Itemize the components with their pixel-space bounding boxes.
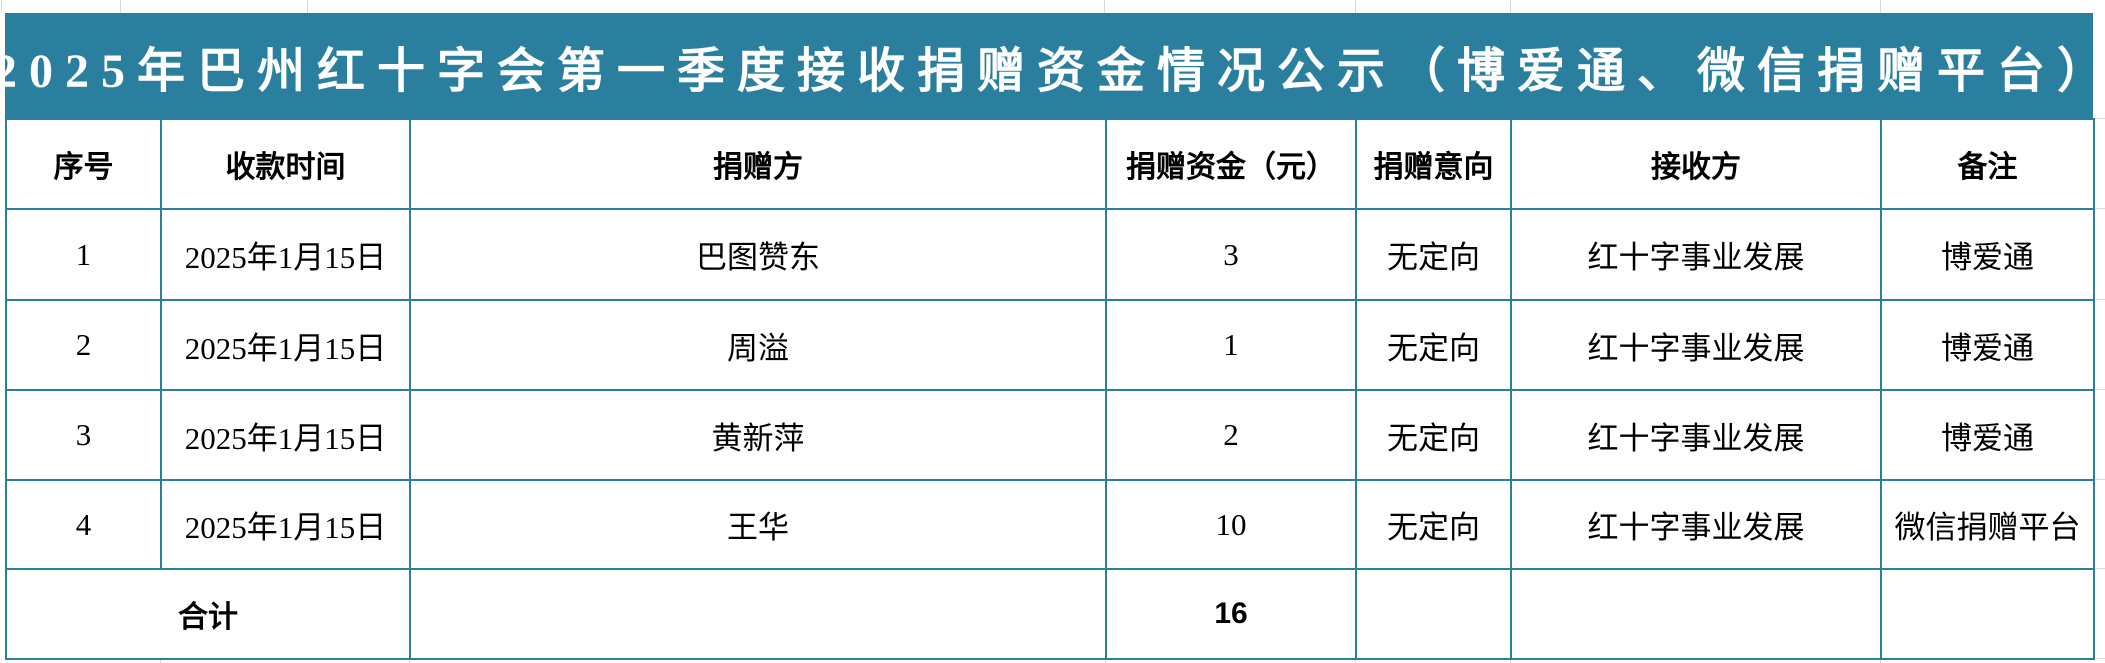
total-empty-intent-cell[interactable] <box>1355 568 1512 660</box>
total-empty-donor-cell[interactable] <box>409 568 1107 660</box>
cell-intent[interactable]: 无定向 <box>1355 479 1512 570</box>
col-header-remark[interactable]: 备注 <box>1880 118 2095 210</box>
cell-recipient[interactable]: 红十字事业发展 <box>1510 479 1882 570</box>
cell-donor[interactable]: 周溢 <box>409 299 1107 391</box>
sheet-gridline <box>2094 479 2105 480</box>
cell-donor[interactable]: 巴图赞东 <box>409 208 1107 301</box>
col-header-donor[interactable]: 捐赠方 <box>409 118 1107 210</box>
donation-table: 序号 收款时间 捐赠方 捐赠资金（元） 捐赠意向 接收方 备注 1 2025年1… <box>5 118 2095 660</box>
cell-recipient[interactable]: 红十字事业发展 <box>1510 299 1882 391</box>
sheet-gridline <box>2094 208 2105 209</box>
sheet-gridline <box>1510 658 1511 663</box>
cell-date[interactable]: 2025年1月15日 <box>160 208 411 301</box>
sheet-gridline <box>120 0 121 13</box>
sheet-gridline <box>307 0 308 13</box>
sheet-gridline <box>1 0 2 13</box>
header-row: 序号 收款时间 捐赠方 捐赠资金（元） 捐赠意向 接收方 备注 <box>5 118 2095 210</box>
cell-amount[interactable]: 3 <box>1105 208 1357 301</box>
sheet-gridline <box>1105 658 1106 663</box>
sheet-gridline <box>1355 0 1356 13</box>
cell-remark[interactable]: 博爱通 <box>1880 389 2095 481</box>
cell-remark[interactable]: 博爱通 <box>1880 299 2095 391</box>
col-header-intent[interactable]: 捐赠意向 <box>1355 118 1512 210</box>
cell-recipient[interactable]: 红十字事业发展 <box>1510 389 1882 481</box>
sheet-gridline <box>2094 389 2105 390</box>
cell-donor[interactable]: 王华 <box>409 479 1107 570</box>
sheet-gridline <box>2094 118 2105 119</box>
cell-intent[interactable]: 无定向 <box>1355 389 1512 481</box>
cell-donor[interactable]: 黄新萍 <box>409 389 1107 481</box>
cell-recipient[interactable]: 红十字事业发展 <box>1510 208 1882 301</box>
cell-remark[interactable]: 微信捐赠平台 <box>1880 479 2095 570</box>
total-empty-recipient-cell[interactable] <box>1510 568 1882 660</box>
cell-serial[interactable]: 2 <box>5 299 162 391</box>
table-row: 1 2025年1月15日 巴图赞东 3 无定向 红十字事业发展 博爱通 <box>5 208 2095 301</box>
cell-date[interactable]: 2025年1月15日 <box>160 389 411 481</box>
cell-date[interactable]: 2025年1月15日 <box>160 299 411 391</box>
sheet-gridline <box>1510 0 1511 13</box>
col-header-recipient[interactable]: 接收方 <box>1510 118 1882 210</box>
cell-serial[interactable]: 3 <box>5 389 162 481</box>
sheet-gridline <box>409 658 410 663</box>
sheet-gridline <box>2094 299 2105 300</box>
cell-intent[interactable]: 无定向 <box>1355 208 1512 301</box>
table-row: 4 2025年1月15日 王华 10 无定向 红十字事业发展 微信捐赠平台 <box>5 479 2095 570</box>
title-bar[interactable]: 2025年巴州红十字会第一季度接收捐赠资金情况公示（博爱通、微信捐赠平台） <box>0 13 2105 118</box>
sheet-gridline <box>1104 0 1105 13</box>
sheet-gridline <box>1880 658 1881 663</box>
cell-amount[interactable]: 1 <box>1105 299 1357 391</box>
sheet-gridline <box>2094 658 2105 659</box>
page-title: 2025年巴州红十字会第一季度接收捐赠资金情况公示（博爱通、微信捐赠平台） <box>0 44 2105 98</box>
sheet-gridline <box>1355 658 1356 663</box>
total-label-cell[interactable]: 合计 <box>5 568 411 660</box>
sheet-gridline <box>1880 0 1881 13</box>
cell-serial[interactable]: 1 <box>5 208 162 301</box>
total-empty-remark-cell[interactable] <box>1880 568 2095 660</box>
col-header-serial[interactable]: 序号 <box>5 118 162 210</box>
cell-intent[interactable]: 无定向 <box>1355 299 1512 391</box>
total-row: 合计 16 <box>5 568 2095 660</box>
total-amount-cell[interactable]: 16 <box>1105 568 1357 660</box>
cell-amount[interactable]: 10 <box>1105 479 1357 570</box>
col-header-date[interactable]: 收款时间 <box>160 118 411 210</box>
col-header-amount[interactable]: 捐赠资金（元） <box>1105 118 1357 210</box>
cell-date[interactable]: 2025年1月15日 <box>160 479 411 570</box>
cell-amount[interactable]: 2 <box>1105 389 1357 481</box>
cell-remark[interactable]: 博爱通 <box>1880 208 2095 301</box>
sheet-gridline <box>2094 568 2105 569</box>
table-row: 2 2025年1月15日 周溢 1 无定向 红十字事业发展 博爱通 <box>5 299 2095 391</box>
table-row: 3 2025年1月15日 黄新萍 2 无定向 红十字事业发展 博爱通 <box>5 389 2095 481</box>
sheet-gridline <box>160 658 161 663</box>
cell-serial[interactable]: 4 <box>5 479 162 570</box>
